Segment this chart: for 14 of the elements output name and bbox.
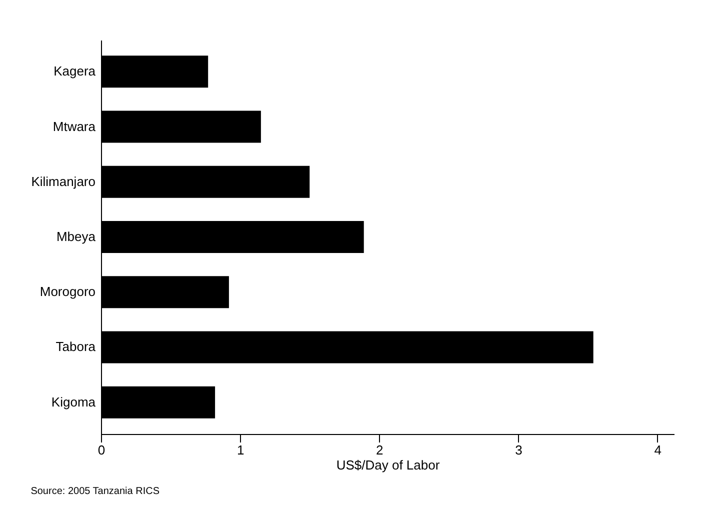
x-tick-label: 3 [515,442,522,458]
x-tick-label: 0 [98,442,106,458]
x-axis-title: US$/Day of Labor [336,458,440,472]
x-tick-label: 2 [376,442,384,458]
y-tick-label: Kigoma [51,394,96,410]
x-tick-label: 1 [236,442,244,458]
y-tick-label: Morogoro [40,284,96,300]
source-note: Source: 2005 Tanzania RICS [30,486,160,497]
y-tick-label: Kagera [54,64,96,79]
y-tick-label: Kilimanjaro [31,174,96,189]
y-tick-label: Tabora [56,339,96,354]
x-tick-label: 4 [654,442,662,458]
y-tick-label: Mtwara [52,118,96,134]
y-tick-label: Mbeya [56,229,96,244]
